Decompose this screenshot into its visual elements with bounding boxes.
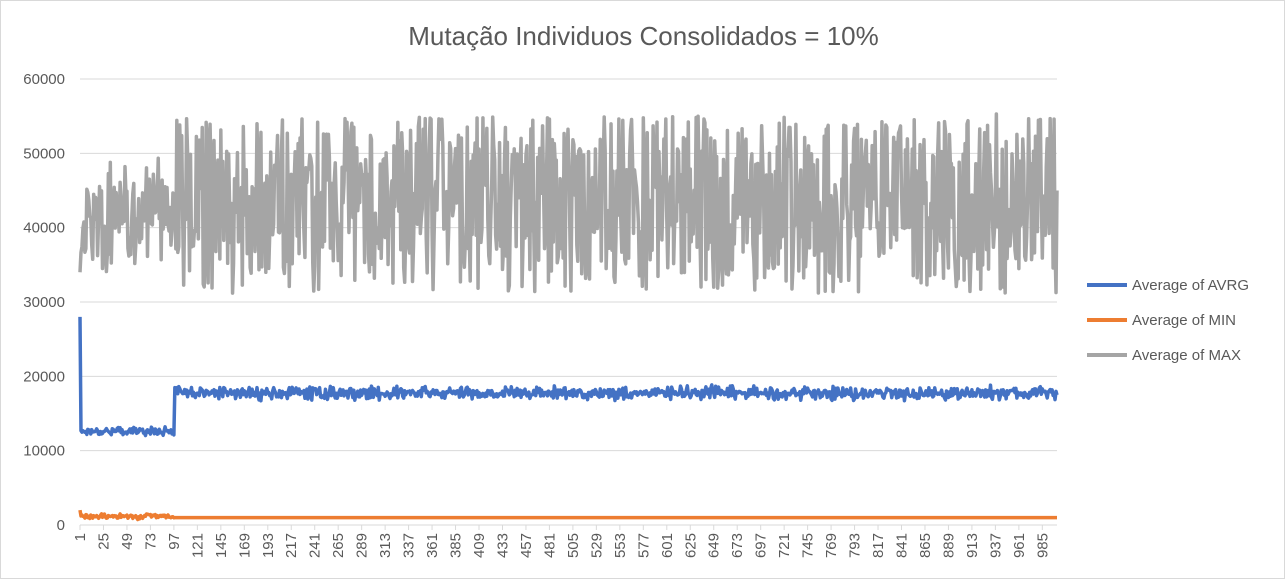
x-tick-label: 409: [471, 533, 488, 558]
x-tick-label: 217: [283, 533, 300, 558]
x-tick-label: 1: [72, 533, 89, 541]
x-tick-label: 985: [1034, 533, 1051, 558]
x-tick-label: 193: [260, 533, 277, 558]
x-tick-label: 337: [401, 533, 418, 558]
x-tick-label: 73: [142, 533, 159, 550]
x-tick-label: 145: [213, 533, 230, 558]
x-tick-label: 769: [823, 533, 840, 558]
x-tick-label: 649: [706, 533, 723, 558]
x-tick-label: 601: [659, 533, 676, 558]
x-tick-label: 25: [95, 533, 112, 550]
y-tick-label: 0: [57, 517, 65, 534]
y-tick-label: 50000: [23, 145, 65, 162]
x-tick-label: 913: [964, 533, 981, 558]
x-tick-label: 817: [870, 533, 887, 558]
x-tick-label: 457: [518, 533, 535, 558]
x-tick-label: 697: [753, 533, 770, 558]
x-tick-label: 169: [236, 533, 253, 558]
x-tick-label: 289: [354, 533, 371, 558]
y-tick-label: 40000: [23, 220, 65, 237]
x-tick-label: 865: [917, 533, 934, 558]
x-tick-label: 553: [612, 533, 629, 558]
x-tick-label: 793: [847, 533, 864, 558]
x-tick-label: 529: [588, 533, 605, 558]
series-line-average-of-avrg: [78, 316, 1059, 438]
x-tick-label: 121: [189, 533, 206, 558]
x-tick-label: 673: [729, 533, 746, 558]
x-tick-label: 361: [424, 533, 441, 558]
x-tick-label: 241: [307, 533, 324, 558]
x-tick-label: 433: [494, 533, 511, 558]
x-tick-label: 841: [894, 533, 911, 558]
x-tick-label: 481: [541, 533, 558, 558]
legend-entry: Average of MAX: [1132, 347, 1241, 364]
y-tick-label: 30000: [23, 294, 65, 311]
y-tick-label: 10000: [23, 443, 65, 460]
series-line-average-of-min: [78, 509, 1058, 522]
legend-entry: Average of MIN: [1132, 312, 1236, 329]
series-line-average-of-max: [78, 112, 1059, 295]
x-tick-label: 961: [1011, 533, 1028, 558]
x-tick-label: 745: [800, 533, 817, 558]
chart-title: Mutação Individuos Consolidados = 10%: [408, 21, 879, 51]
x-tick-label: 505: [565, 533, 582, 558]
y-tick-label: 60000: [23, 71, 65, 88]
x-tick-label: 577: [635, 533, 652, 558]
x-tick-label: 937: [987, 533, 1004, 558]
y-tick-label: 20000: [23, 368, 65, 385]
legend-entry: Average of AVRG: [1132, 277, 1249, 294]
x-tick-label: 265: [330, 533, 347, 558]
x-tick-label: 97: [166, 533, 183, 550]
x-tick-label: 721: [776, 533, 793, 558]
x-tick-label: 889: [940, 533, 957, 558]
x-tick-label: 385: [448, 533, 465, 558]
x-tick-label: 625: [682, 533, 699, 558]
x-tick-label: 313: [377, 533, 394, 558]
x-tick-label: 49: [119, 533, 136, 550]
